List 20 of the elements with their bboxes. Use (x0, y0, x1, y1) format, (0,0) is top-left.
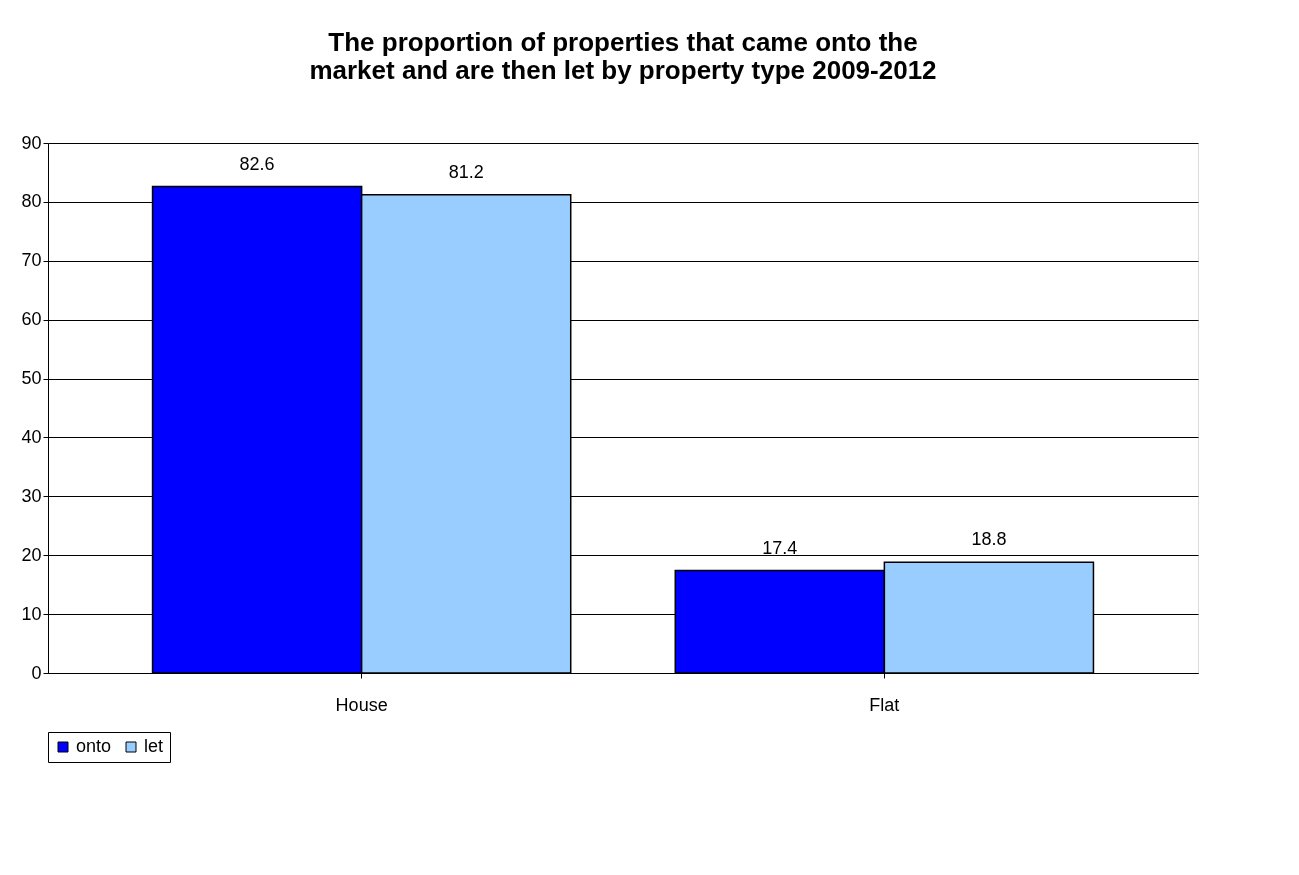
text: The proportion of properties that came onto the (328, 27, 918, 57)
y-tick-label: 90 (21, 132, 42, 153)
y-tick-label: 70 (21, 250, 42, 271)
data-label: 81.2 (448, 161, 484, 182)
y-tick-label: 0 (31, 662, 42, 683)
text: market and are then let by property type 2009-2012 (309, 55, 937, 85)
y-tick-label: 30 (21, 485, 42, 506)
y-tick-label: 60 (21, 309, 42, 330)
x-tick-label: Flat (869, 694, 900, 715)
legend-label: onto (76, 736, 112, 756)
y-tick-label: 20 (21, 544, 42, 565)
data-label: 18.8 (971, 529, 1007, 550)
legend-label: let (144, 736, 164, 756)
y-tick-label: 50 (21, 368, 42, 389)
y-tick-label: 40 (21, 426, 42, 447)
y-tick-label: 80 (21, 191, 42, 212)
x-tick-label: House (335, 694, 388, 715)
data-label: 82.6 (239, 153, 275, 174)
y-tick-label: 10 (21, 603, 42, 624)
data-label: 17.4 (762, 537, 798, 558)
